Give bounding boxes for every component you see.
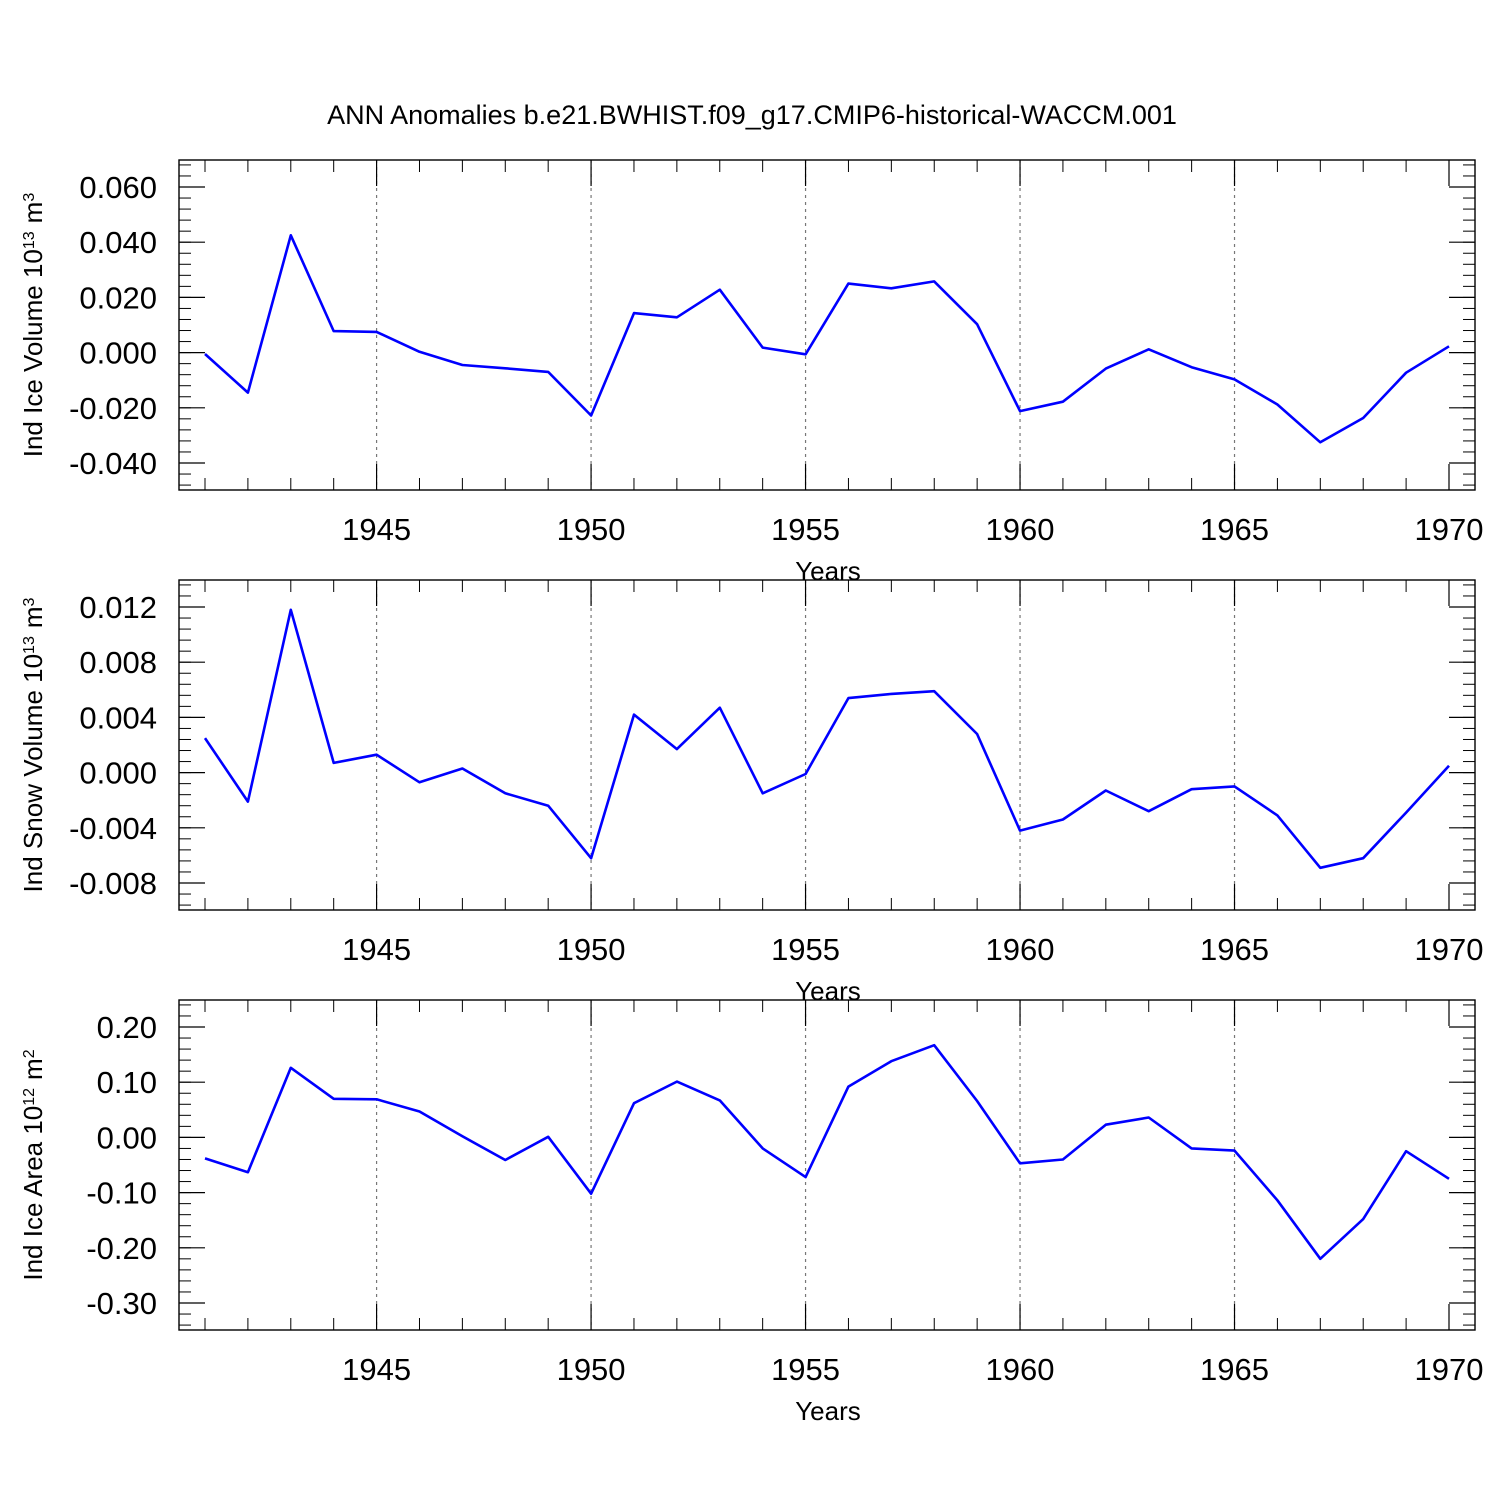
y-axis-title-unit-exponent: 3 — [21, 597, 38, 606]
x-tick-label: 1950 — [557, 512, 626, 547]
x-tick-label: 1970 — [1415, 932, 1484, 967]
y-tick-label: 0.000 — [79, 336, 157, 371]
x-tick-label: 1955 — [771, 512, 840, 547]
figure-title: ANN Anomalies b.e21.BWHIST.f09_g17.CMIP6… — [327, 100, 1177, 130]
y-axis-title-unit: m — [18, 202, 48, 224]
series-line — [204, 234, 1450, 444]
y-tick-label: 0.020 — [79, 280, 157, 315]
y-axis-title: Ind Snow Volume 1013 m3 — [18, 597, 48, 892]
panel-ice-volume: 0.060 0.040 0.020 0.000 -0.020 -0.040 1945 195… — [18, 159, 1483, 586]
x-tick-label: 1965 — [1200, 1352, 1269, 1387]
y-axis-title-unit: m — [18, 606, 48, 628]
y-tick-label: 0.040 — [79, 225, 157, 260]
y-axis-title-unit-exponent: 3 — [21, 193, 38, 202]
x-tick-label: 1945 — [342, 512, 411, 547]
x-tick-label: 1950 — [557, 1352, 626, 1387]
x-tick-label: 1970 — [1415, 1352, 1484, 1387]
y-tick-labels: 0.20 0.10 0.00 -0.10 -0.20 -0.30 — [86, 1010, 157, 1321]
y-axis-title-unit-exponent: 2 — [21, 1049, 38, 1058]
y-axis-title-exponent: 13 — [21, 231, 38, 249]
x-tick-label: 1960 — [986, 1352, 1055, 1387]
y-axis-title: Ind Ice Area 1012 m2 — [18, 1049, 48, 1280]
x-tick-labels: 1945 1950 1955 1960 1965 1970 — [342, 1352, 1483, 1387]
y-tick-label: -0.10 — [86, 1176, 157, 1211]
y-tick-label: -0.30 — [86, 1286, 157, 1321]
y-tick-label: 0.060 — [79, 170, 157, 205]
grid-lines — [375, 1000, 1236, 1330]
y-axis-title-main: Ind Snow Volume 10 — [18, 654, 48, 893]
x-tick-label: 1965 — [1200, 932, 1269, 967]
grid-lines — [375, 580, 1236, 910]
x-tick-label: 1955 — [771, 932, 840, 967]
data-line — [203, 608, 1450, 870]
x-tick-labels: 1945 1950 1955 1960 1965 1970 — [342, 932, 1483, 967]
y-tick-labels: 0.012 0.008 0.004 0.000 -0.004 -0.008 — [69, 590, 157, 901]
data-line — [204, 234, 1450, 444]
x-tick-label: 1965 — [1200, 512, 1269, 547]
series-line — [203, 608, 1450, 870]
x-tick-labels: 1945 1950 1955 1960 1965 1970 — [342, 512, 1483, 547]
data-line — [204, 1043, 1450, 1261]
minor-ticks — [179, 160, 1475, 490]
plot-frame — [178, 159, 1476, 491]
y-tick-label: 0.000 — [79, 756, 157, 791]
series-line — [204, 1043, 1450, 1261]
x-axis-title: Years — [795, 1396, 861, 1426]
y-axis-title-unit: m — [18, 1058, 48, 1080]
major-ticks — [179, 1000, 1475, 1330]
x-tick-label: 1945 — [342, 1352, 411, 1387]
y-tick-label: 0.004 — [79, 700, 157, 735]
y-tick-label: -0.004 — [69, 811, 157, 846]
minor-ticks — [179, 580, 1475, 910]
y-axis-title-exponent: 12 — [21, 1088, 38, 1106]
x-tick-label: 1960 — [986, 512, 1055, 547]
major-ticks — [179, 580, 1475, 910]
y-tick-label: -0.020 — [69, 391, 157, 426]
y-axis-title-main: Ind Ice Area 10 — [18, 1106, 48, 1281]
y-tick-label: 0.10 — [97, 1065, 157, 1100]
y-tick-labels: 0.060 0.040 0.020 0.000 -0.020 -0.040 — [69, 170, 157, 481]
y-axis-title-exponent: 13 — [21, 636, 38, 654]
x-tick-label: 1945 — [342, 932, 411, 967]
grid-lines — [375, 160, 1236, 490]
y-tick-label: -0.008 — [69, 866, 157, 901]
y-tick-label: 0.00 — [97, 1120, 157, 1155]
major-ticks — [179, 160, 1475, 490]
y-tick-label: -0.040 — [69, 446, 157, 481]
x-tick-label: 1950 — [557, 932, 626, 967]
panel-ice-area: 0.20 0.10 0.00 -0.10 -0.20 -0.30 1945 1950 1955… — [18, 999, 1483, 1426]
minor-ticks — [179, 1000, 1475, 1330]
x-tick-label: 1970 — [1415, 512, 1484, 547]
y-tick-label: 0.008 — [79, 645, 157, 680]
y-axis-title: Ind Ice Volume 1013 m3 — [18, 193, 48, 458]
y-tick-label: 0.012 — [79, 590, 157, 625]
plot-frame — [178, 579, 1476, 911]
x-tick-label: 1960 — [986, 932, 1055, 967]
x-tick-label: 1955 — [771, 1352, 840, 1387]
y-tick-label: -0.20 — [86, 1231, 157, 1266]
plot-frame — [178, 999, 1476, 1331]
y-axis-title-main: Ind Ice Volume 10 — [18, 249, 48, 457]
panel-snow-volume: 0.012 0.008 0.004 0.000 -0.004 -0.008 1945 195… — [18, 579, 1483, 1006]
y-tick-label: 0.20 — [97, 1010, 157, 1045]
